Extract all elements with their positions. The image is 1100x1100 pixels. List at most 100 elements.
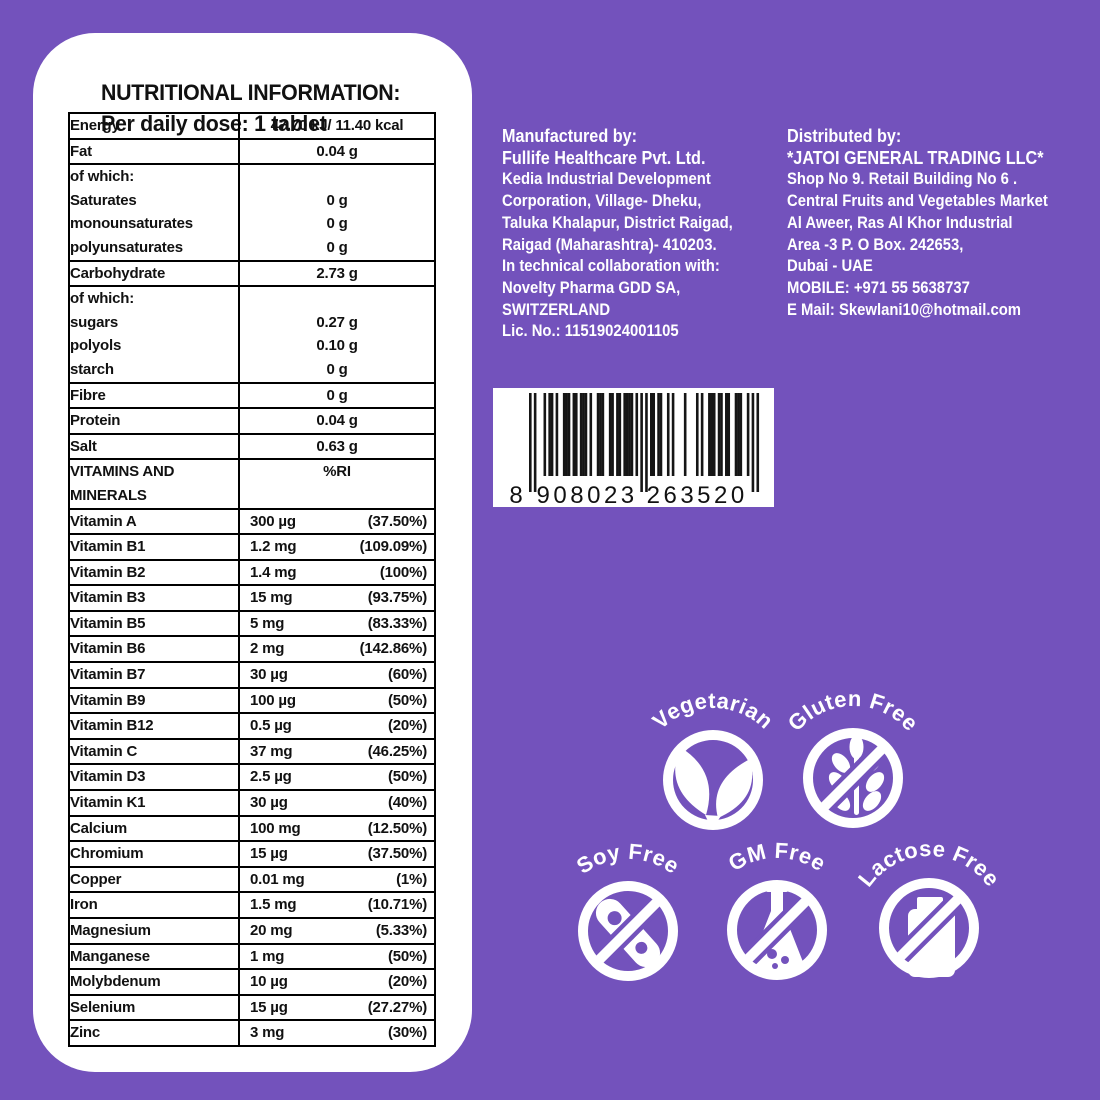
prohibition-slash-icon bbox=[741, 894, 813, 966]
row-label-cell: Salt bbox=[68, 432, 240, 461]
row-value-cell: 30 µg (40%) bbox=[238, 789, 436, 817]
row-label-cell: Vitamin B7 bbox=[68, 661, 240, 689]
address-line: In technical collaboration with: bbox=[502, 257, 720, 276]
row-value-cell: 2 mg (142.86%) bbox=[238, 635, 436, 664]
manufacturer-company: Fullife Healthcare Pvt. Ltd. bbox=[502, 147, 706, 168]
barcode-svg: 8 908023 263520 bbox=[509, 393, 760, 507]
address-line: Dubai - UAE bbox=[787, 257, 873, 276]
nutrient-amount: 15 mg bbox=[250, 589, 293, 607]
address-line: Taluka Khalapur, District Raigad, bbox=[502, 213, 733, 232]
barcode-digit-lead: 8 bbox=[509, 482, 522, 507]
nutrient-ri-percent: (1%) bbox=[396, 870, 427, 888]
nutrient-amount: 0.01 mg bbox=[250, 870, 305, 888]
nutrient-amount: 15 µg bbox=[250, 845, 288, 863]
row-label-cell: Vitamin B5 bbox=[68, 609, 240, 638]
address-line: Raigad (Maharashtra)- 410203. bbox=[502, 235, 717, 254]
row-label-cell: Carbohydrate bbox=[68, 259, 240, 288]
row-value-cell: 2.73 g bbox=[238, 259, 436, 288]
distributor-heading: Distributed by: bbox=[787, 126, 902, 146]
group-line-value: 0 g bbox=[326, 360, 348, 378]
nutrient-ri-percent: (93.75%) bbox=[367, 589, 427, 607]
manufacturer-heading: Manufactured by: bbox=[502, 126, 638, 146]
table-row: Vitamin B9 100 µg (50%) bbox=[68, 686, 436, 715]
address-line: Kedia Industrial Development bbox=[502, 170, 711, 189]
row-label-cell: VITAMINS AND MINERALS bbox=[68, 458, 240, 510]
nutrient-ri-percent: (20%) bbox=[387, 717, 427, 735]
badge-ring bbox=[727, 880, 827, 980]
nutrient-ri-percent: (5.33%) bbox=[375, 922, 427, 939]
row-label-cell: Energy bbox=[68, 112, 240, 140]
row-value-cell: 30 µg (60%) bbox=[238, 661, 436, 689]
row-label-cell: Vitamin B2 bbox=[68, 558, 240, 587]
table-row: Fibre 0 g bbox=[68, 381, 436, 410]
table-row: Zinc 3 mg (30%) bbox=[68, 1019, 436, 1047]
row-label-cell: Vitamin B6 bbox=[68, 635, 240, 664]
group-line-label: monounsaturates bbox=[70, 215, 193, 233]
row-value-cell: 15 µg (27.27%) bbox=[238, 993, 436, 1022]
badge-ring bbox=[663, 730, 763, 830]
table-row: Iron 1.5 mg (10.71%) bbox=[68, 891, 436, 919]
address-line: Corporation, Village- Dheku, bbox=[502, 192, 702, 211]
row-value-cell: 1.5 mg (10.71%) bbox=[238, 891, 436, 919]
group-line-label: Saturates bbox=[70, 191, 137, 209]
row-value-cell: 1.2 mg (109.09%) bbox=[238, 533, 436, 561]
row-label-cell: Vitamin B1 bbox=[68, 533, 240, 561]
row-label-cell: Manganese bbox=[68, 942, 240, 971]
address-line: SWITZERLAND bbox=[502, 300, 611, 319]
nutrition-title: NUTRITIONAL INFORMATION: bbox=[101, 80, 401, 105]
row-label-cell: Fat bbox=[68, 137, 240, 166]
nutrient-ri-percent: (40%) bbox=[387, 794, 427, 812]
row-value-cell: 20 mg (5.33%) bbox=[238, 917, 436, 945]
table-row: Vitamin B6 2 mg (142.86%) bbox=[68, 635, 436, 664]
nutrition-table: Energy 47.70 kJ/ 11.40 kcal Fat 0.04 g of wh… bbox=[68, 112, 436, 1047]
nutrient-amount: 2.5 µg bbox=[250, 768, 292, 786]
badge-ring bbox=[578, 881, 678, 981]
group-line-value: 0 g bbox=[326, 238, 348, 256]
distributor-company: *JATOI GENERAL TRADING LLC* bbox=[787, 147, 1044, 168]
nutrient-ri-percent: (27.27%) bbox=[367, 998, 427, 1016]
nutrient-ri-percent: (30%) bbox=[387, 1024, 427, 1042]
table-row: Vitamin B2 1.4 mg (100%) bbox=[68, 558, 436, 587]
barcode-digits-right: 263520 bbox=[647, 482, 748, 507]
badge-soy-free: Soy Free bbox=[572, 839, 684, 981]
row-label-cell: Fibre bbox=[68, 381, 240, 410]
table-row: Salt 0.63 g bbox=[68, 432, 436, 461]
table-row: Calcium 100 mg (12.50%) bbox=[68, 814, 436, 843]
row-value-cell: 0 g 0 g 0 g bbox=[238, 163, 436, 262]
table-row: Vitamin B12 0.5 µg (20%) bbox=[68, 712, 436, 740]
table-row: Copper 0.01 mg (1%) bbox=[68, 865, 436, 894]
row-value-cell: 47.70 kJ/ 11.40 kcal bbox=[238, 112, 436, 140]
distributor-address: Shop No 9. Retail Building No 6 . Central… bbox=[787, 169, 1084, 321]
group-line-label: starch bbox=[70, 360, 114, 378]
badge-gluten-free: Gluten Free bbox=[783, 686, 923, 828]
row-label-cell: Calcium bbox=[68, 814, 240, 843]
row-value-cell: 15 µg (37.50%) bbox=[238, 840, 436, 868]
nutrient-amount: 3 mg bbox=[250, 1024, 285, 1042]
table-row: VITAMINS AND MINERALS %RI bbox=[68, 458, 436, 510]
row-label-cell: Selenium bbox=[68, 993, 240, 1022]
address-line: Novelty Pharma GDD SA, bbox=[502, 278, 681, 297]
barcode: 8 908023 263520 bbox=[493, 388, 774, 507]
group-line-label: sugars bbox=[70, 313, 118, 331]
group-line-value: 0 g bbox=[326, 191, 348, 209]
nutrient-ri-percent: (50%) bbox=[387, 691, 427, 709]
nutrient-amount: 37 mg bbox=[250, 742, 293, 760]
row-label-cell: Vitamin B3 bbox=[68, 584, 240, 612]
table-row: Vitamin K1 30 µg (40%) bbox=[68, 789, 436, 817]
row-value-cell: 100 mg (12.50%) bbox=[238, 814, 436, 843]
row-value-cell: 1 mg (50%) bbox=[238, 942, 436, 971]
row-value-cell: 37 mg (46.25%) bbox=[238, 737, 436, 766]
manufacturer-block: Manufactured by: Fullife Healthcare Pvt.… bbox=[502, 126, 799, 343]
group-line-label: polyunsaturates bbox=[70, 238, 183, 256]
nutrient-amount: 30 µg bbox=[250, 794, 288, 812]
table-row: Manganese 1 mg (50%) bbox=[68, 942, 436, 971]
nutrient-amount: 15 µg bbox=[250, 998, 288, 1016]
row-value-cell: 0.5 µg (20%) bbox=[238, 712, 436, 740]
nutrient-amount: 10 µg bbox=[250, 973, 288, 991]
distributor-block: Distributed by: *JATOI GENERAL TRADING L… bbox=[787, 126, 1084, 321]
badge-label: GM Free bbox=[724, 838, 830, 876]
row-value-cell: 2.5 µg (50%) bbox=[238, 763, 436, 792]
group-line-label: polyols bbox=[70, 337, 122, 355]
barcode-digits-left: 908023 bbox=[537, 482, 638, 507]
row-value-cell: 3 mg (30%) bbox=[238, 1019, 436, 1047]
